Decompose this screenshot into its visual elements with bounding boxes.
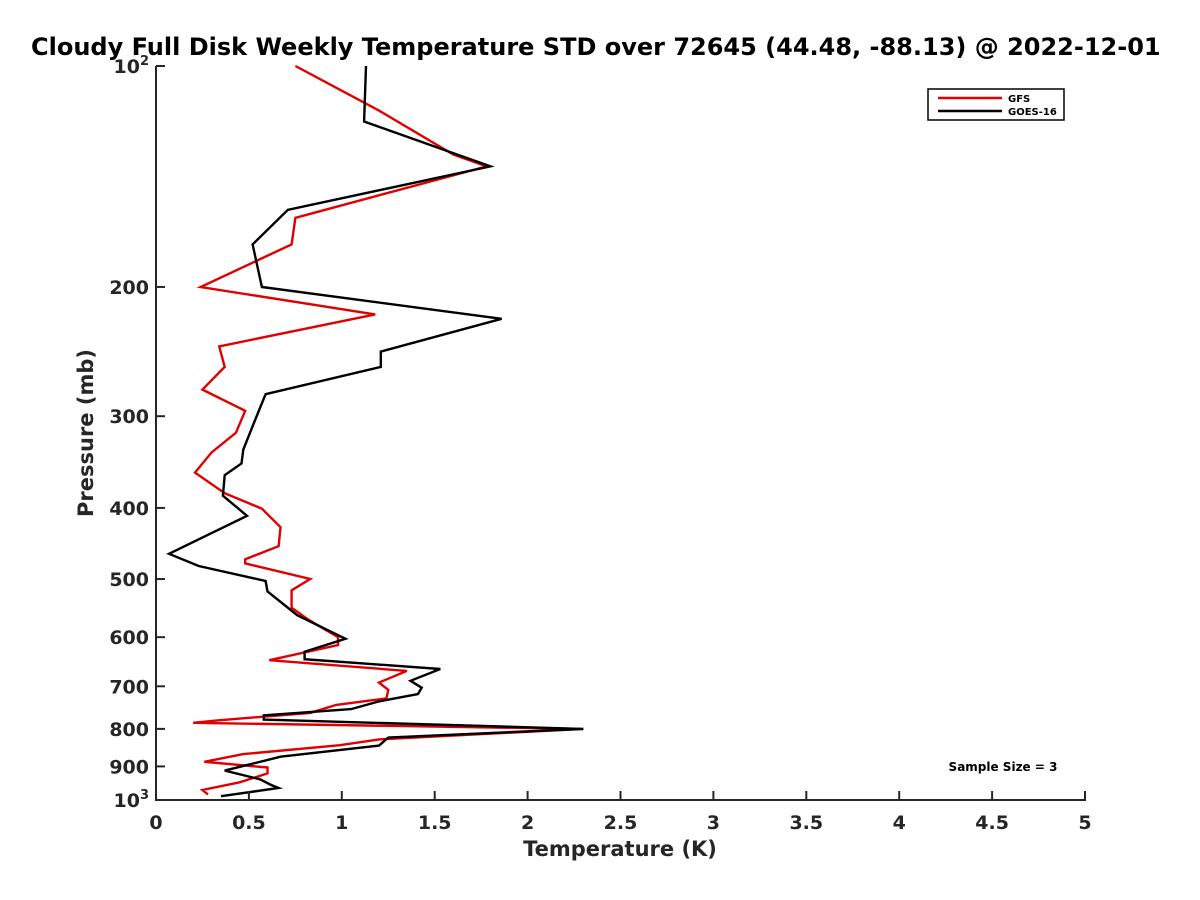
x-axis-label: Temperature (K) [523, 837, 717, 861]
x-tick-label: 3.5 [789, 812, 823, 834]
y-axis-ticks: 102 200 300 400 500 600 700 800 900 103 [109, 54, 165, 812]
y-tick-label: 900 [109, 756, 149, 778]
y-tick-label: 102 [114, 54, 150, 78]
y-tick-label: 300 [109, 406, 149, 428]
axes [155, 66, 1086, 801]
y-tick-label: 600 [109, 627, 149, 649]
legend-box [927, 88, 1065, 121]
x-tick-label: 3 [707, 812, 720, 834]
y-tick-label: 103 [114, 788, 150, 812]
x-tick-label: 5 [1078, 812, 1091, 834]
x-tick-label: 1.5 [418, 812, 452, 834]
chart-title: Cloudy Full Disk Weekly Temperature STD … [31, 33, 1161, 61]
x-tick-label: 4 [893, 812, 906, 834]
legend-entry: GOES-16 [1008, 107, 1057, 118]
plot-lines [166, 64, 584, 798]
x-tick-label: 1 [335, 812, 348, 834]
y-axis-label: Pressure (mb) [74, 349, 98, 517]
y-tick-label: 200 [109, 277, 149, 299]
legend-entry: GFS [1008, 94, 1030, 105]
x-axis-ticks: 0 0.5 1 1.5 2 2.5 3 3.5 4 4.5 5 [149, 791, 1092, 834]
y-tick-label: 500 [109, 569, 149, 591]
x-tick-label: 0 [149, 812, 162, 834]
x-tick-label: 2.5 [604, 812, 638, 834]
sample-size-annotation: Sample Size = 3 [949, 760, 1058, 774]
legend: GFS GOES-16 [927, 88, 1065, 121]
y-tick-label: 800 [109, 719, 149, 741]
series-line-goes-16 [166, 65, 584, 798]
series-line-gfs [193, 64, 584, 796]
y-tick-label: 700 [109, 676, 149, 698]
x-tick-label: 0.5 [232, 812, 266, 834]
x-tick-label: 2 [521, 812, 534, 834]
x-tick-label: 4.5 [975, 812, 1009, 834]
y-tick-label: 400 [109, 498, 149, 520]
